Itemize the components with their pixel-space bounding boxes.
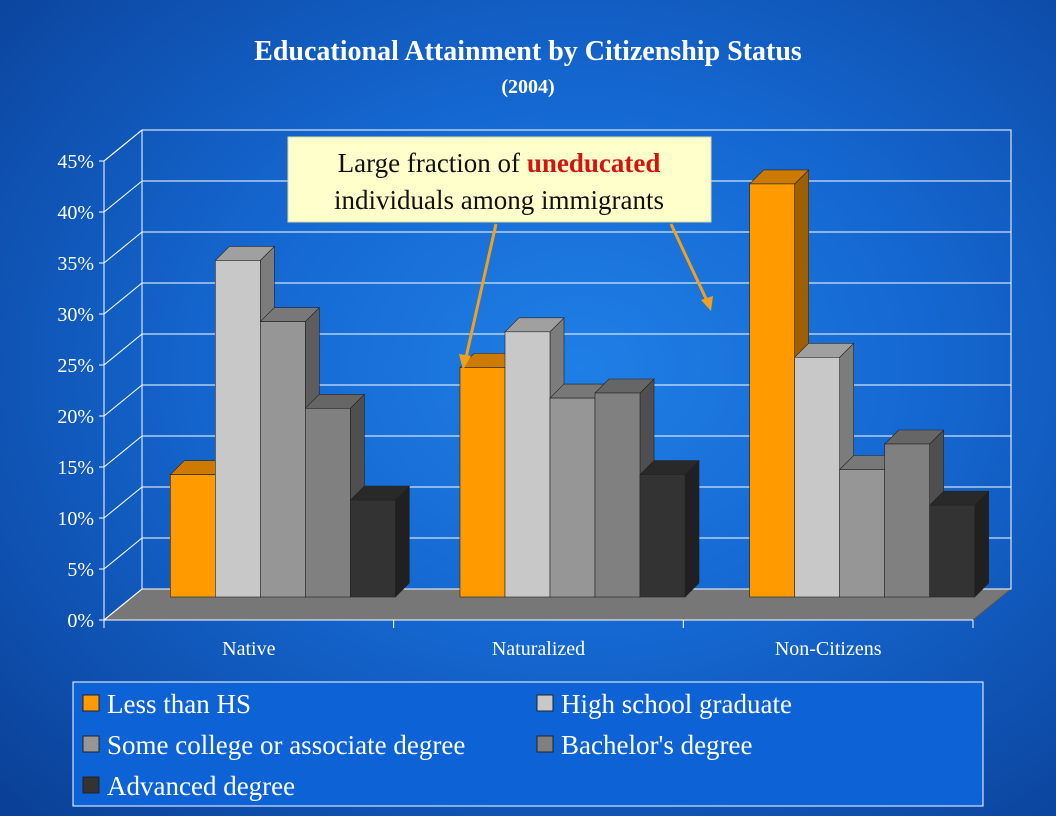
bar-front	[459, 367, 506, 598]
gridline-side	[103, 435, 143, 468]
bar-side	[684, 459, 700, 598]
legend-swatch-1	[536, 694, 554, 712]
gridline-side	[103, 588, 143, 621]
y-tick-label: 25%	[57, 355, 94, 377]
legend-label-2: Some college or associate degree	[107, 730, 465, 760]
bar-front	[594, 392, 641, 598]
legend: Less than HS High school graduate Some c…	[72, 681, 984, 807]
y-tick-label: 35%	[57, 253, 94, 275]
bar-front	[884, 443, 930, 598]
gridline-side	[103, 384, 143, 417]
y-tick-label: 45%	[57, 151, 94, 173]
gridline-side	[103, 129, 143, 162]
gridline-side	[103, 537, 143, 570]
chart-title: Educational Attainment by Citizenship St…	[254, 36, 802, 67]
callout-arrowhead-naturalized	[459, 354, 471, 370]
bar-side	[395, 485, 410, 598]
chart-subtitle: (2004)	[501, 76, 554, 98]
bar-front	[305, 407, 351, 598]
gridline-side	[103, 333, 143, 366]
bar-front	[794, 356, 840, 598]
legend-label-3: Bachelor's degree	[561, 730, 753, 760]
x-category-label: Native	[222, 638, 275, 660]
y-axis-ticks: 0% 5% 10% 15% 20% 25% 30% 35% 40% 45%	[57, 151, 104, 632]
callout-highlight: uneducated	[527, 148, 661, 178]
bar-front	[639, 474, 686, 598]
gridline-side	[103, 486, 143, 519]
legend-swatch-2	[82, 735, 100, 753]
x-axis-categories: Native Naturalized Non-Citizens	[103, 620, 974, 660]
callout-arrow-naturalized	[463, 223, 498, 363]
y-tick-label: 5%	[67, 559, 94, 581]
legend-swatch-0	[82, 694, 100, 712]
gridline-side	[103, 231, 143, 264]
x-category-label: Naturalized	[492, 638, 585, 660]
bar	[349, 485, 411, 598]
bar-front	[839, 469, 885, 598]
bar-side	[974, 490, 989, 598]
bar-front	[260, 321, 306, 598]
bar-front	[504, 331, 551, 598]
y-tick-label: 20%	[57, 406, 94, 428]
y-tick-label: 0%	[67, 610, 94, 632]
legend-label-4: Advanced degree	[107, 771, 295, 801]
y-tick-label: 40%	[57, 202, 94, 224]
callout-box	[287, 136, 712, 223]
legend-box	[72, 681, 984, 807]
bar-front	[929, 504, 975, 598]
legend-label-1: High school graduate	[561, 689, 792, 719]
bars	[169, 169, 990, 598]
bar-front	[170, 474, 216, 598]
legend-swatch-4	[82, 776, 100, 794]
bar	[639, 459, 700, 598]
y-tick-label: 30%	[57, 304, 94, 326]
y-tick-label: 10%	[57, 508, 94, 530]
callout-line-1: Large fraction of uneducated	[338, 148, 661, 178]
gridline-side	[103, 282, 143, 315]
bar-front	[549, 397, 596, 598]
callout-arrow-noncitizens	[669, 223, 710, 304]
bar-front	[350, 499, 396, 598]
chart-left-wall	[103, 128, 143, 622]
legend-label-0: Less than HS	[107, 689, 251, 719]
annotation-callout: Large fraction of uneducated individuals…	[287, 136, 713, 370]
callout-line-2: individuals among immigrants	[334, 185, 664, 215]
bar	[928, 490, 990, 598]
gridline-side	[103, 180, 143, 213]
bar-front	[749, 183, 795, 598]
bar-front	[215, 260, 261, 598]
callout-text-before: Large fraction of	[338, 148, 527, 178]
callout-arrowhead-noncitizens	[701, 296, 713, 311]
x-category-label: Non-Citizens	[775, 638, 882, 660]
legend-swatch-3	[536, 735, 554, 753]
y-tick-label: 15%	[57, 457, 94, 479]
